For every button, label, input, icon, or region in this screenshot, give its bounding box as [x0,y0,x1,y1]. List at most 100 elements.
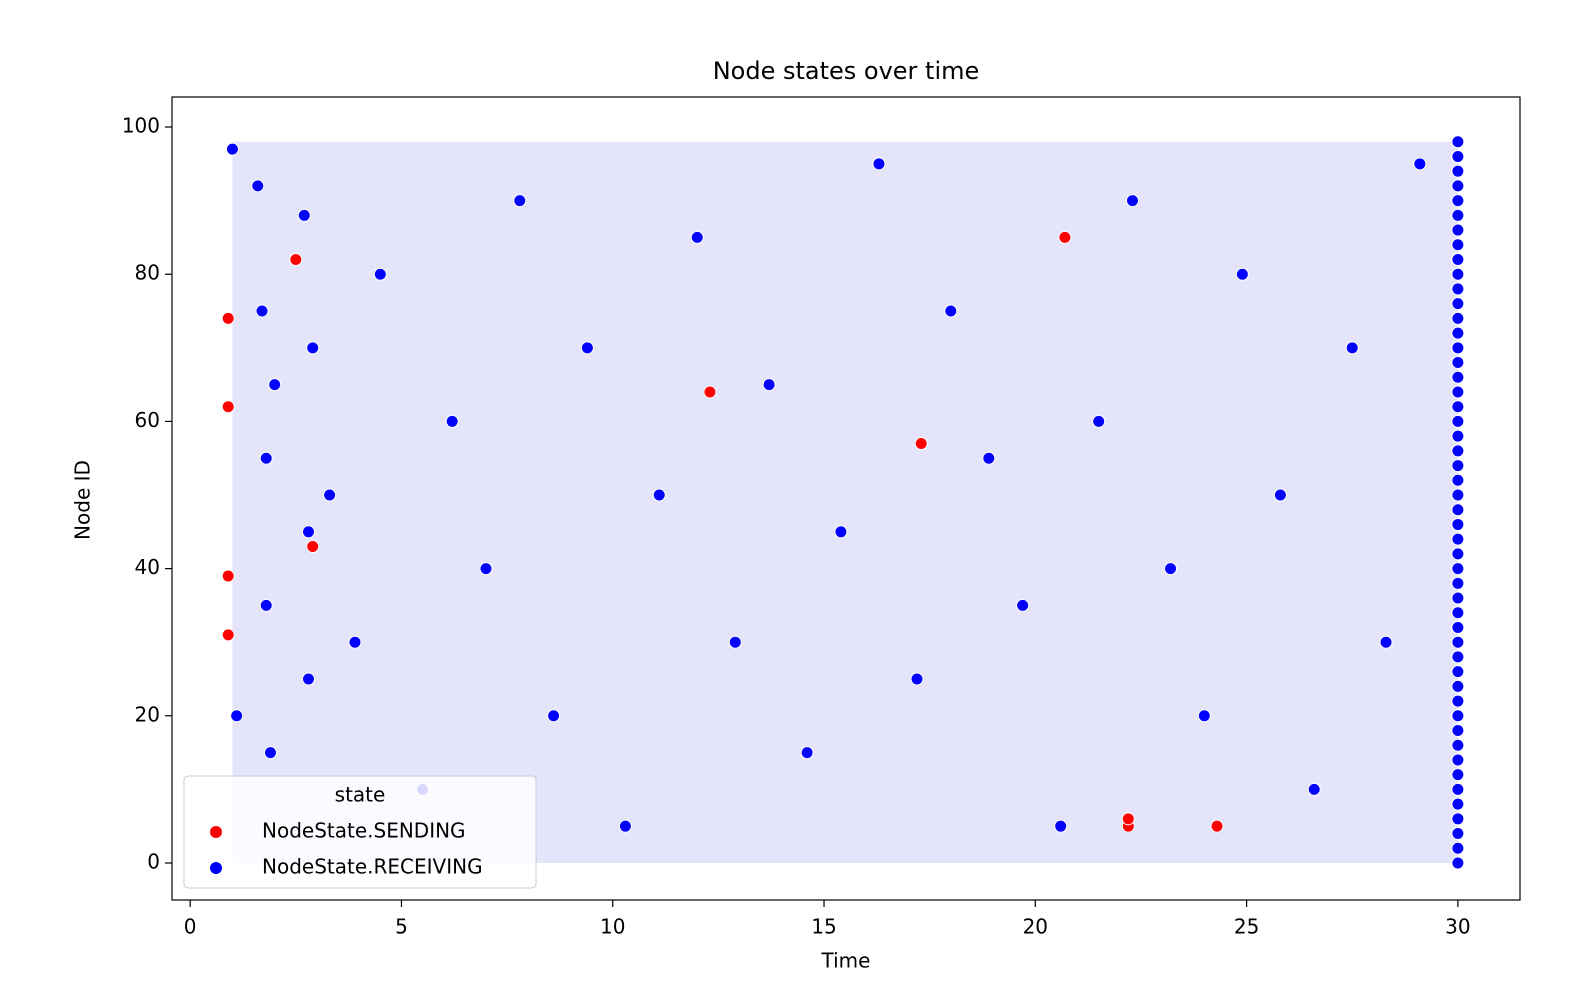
point [1451,135,1465,149]
point [1451,444,1465,458]
point [1451,297,1465,311]
point [652,488,666,502]
point [1451,267,1465,281]
point [1451,562,1465,576]
point [301,672,315,686]
point [728,635,742,649]
point [1451,797,1465,811]
point [1451,679,1465,693]
point [251,179,265,193]
point [1210,819,1224,833]
point [914,436,928,450]
point [306,540,320,554]
y-tick-label: 100 [122,114,160,138]
point [1451,414,1465,428]
point [910,672,924,686]
point [1451,768,1465,782]
point [301,525,315,539]
point [1451,576,1465,590]
point [221,569,235,583]
point [1451,650,1465,664]
point [1451,282,1465,296]
point [1058,230,1072,244]
x-tick-label: 25 [1234,915,1259,939]
y-tick-label: 20 [135,702,160,726]
point [690,230,704,244]
y-tick-label: 60 [135,408,160,432]
point [1451,164,1465,178]
legend-label: NodeState.RECEIVING [262,855,483,879]
point [445,414,459,428]
point [1451,665,1465,679]
point [221,311,235,325]
point [1451,694,1465,708]
point [1451,149,1465,163]
x-tick-label: 30 [1445,915,1470,939]
point [259,598,273,612]
point [225,142,239,156]
legend-title: state [335,783,386,807]
y-tick-label: 0 [147,849,160,873]
point [1451,709,1465,723]
point [1451,517,1465,531]
point [834,525,848,539]
point [1451,459,1465,473]
legend-marker [210,826,222,838]
point [703,385,717,399]
point [1451,827,1465,841]
point [221,400,235,414]
point [1451,782,1465,796]
point [1235,267,1249,281]
point [297,208,311,222]
point [1451,341,1465,355]
x-axis-label: Time [821,949,871,973]
point [1451,326,1465,340]
point [1451,724,1465,738]
point [1451,473,1465,487]
x-tick-label: 5 [395,915,408,939]
y-tick-label: 40 [135,555,160,579]
point [1451,194,1465,208]
point [1379,635,1393,649]
point [479,562,493,576]
x-tick-label: 20 [1023,915,1048,939]
point [1451,252,1465,266]
point [547,709,561,723]
point [1451,620,1465,634]
point [1451,488,1465,502]
plot-frame [171,96,1521,901]
point [323,488,337,502]
chart-title: Node states over time [713,57,980,85]
point [1451,429,1465,443]
point [1451,311,1465,325]
y-axis-label: Node ID [71,460,95,540]
legend-box [183,775,537,889]
point [1451,856,1465,870]
point [1054,819,1068,833]
legend-label: NodeState.SENDING [262,819,466,843]
point [348,635,362,649]
point [1451,812,1465,826]
point [1164,562,1178,576]
point [872,157,886,171]
point [1451,503,1465,517]
point [1451,532,1465,546]
point [255,304,269,318]
x-tick-label: 10 [600,915,625,939]
point [1121,812,1135,826]
point [1273,488,1287,502]
point [1451,841,1465,855]
point [1197,709,1211,723]
point [1413,157,1427,171]
point [1451,738,1465,752]
point [762,378,776,392]
legend: state NodeState.SENDING NodeState.RECEIVIN… [183,775,537,889]
point [289,252,303,266]
point [1451,547,1465,561]
point [221,628,235,642]
point [1307,782,1321,796]
point [944,304,958,318]
point [1451,385,1465,399]
point [1126,194,1140,208]
